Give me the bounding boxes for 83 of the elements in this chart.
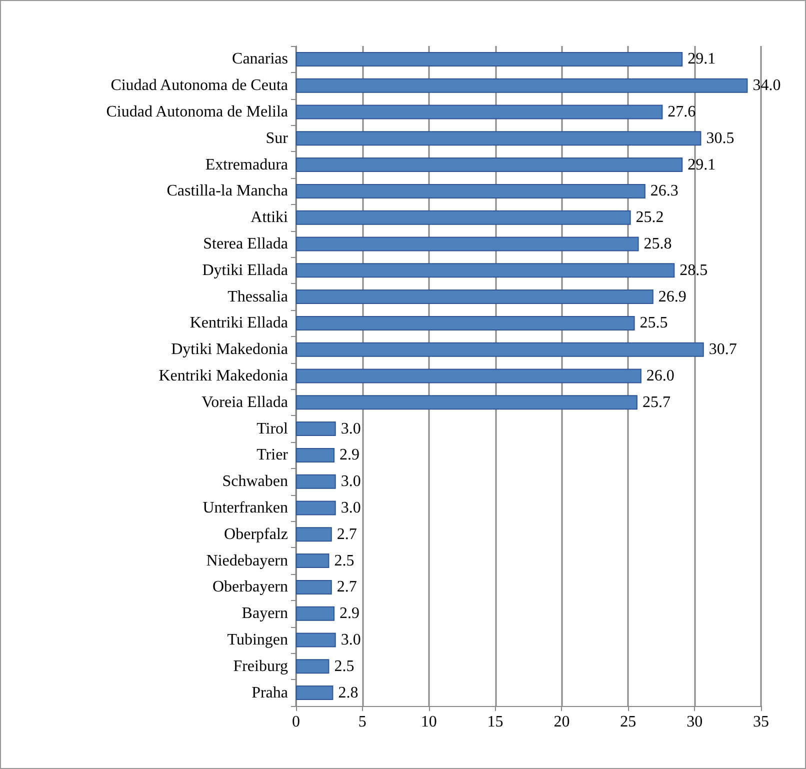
- y-tick-label: Niedebayern: [206, 552, 288, 570]
- y-tick-label: Unterfranken: [202, 500, 288, 516]
- bar: [296, 632, 336, 648]
- data-label: 25.7: [642, 394, 670, 411]
- data-label: 27.6: [668, 104, 696, 120]
- bar: [296, 342, 704, 357]
- bar: [296, 659, 330, 674]
- bar: [296, 52, 683, 66]
- data-label: 30.5: [706, 130, 734, 147]
- y-tick-label: Extremadura: [205, 156, 288, 174]
- bar: [296, 422, 336, 436]
- data-label: 30.7: [708, 341, 737, 358]
- y-tick-label: Praha: [252, 684, 288, 702]
- data-label: 2.8: [338, 684, 358, 702]
- y-tick-label: Oberbayern: [212, 578, 288, 596]
- bar: [296, 527, 332, 542]
- y-tick-label: Thessalia: [228, 288, 288, 306]
- data-label: 2.9: [340, 605, 360, 622]
- x-tick-label: 0: [292, 714, 300, 730]
- y-tick-label: Kentriki Ellada: [190, 314, 288, 332]
- bar: [296, 316, 635, 330]
- data-label: 3.0: [340, 500, 361, 516]
- x-tick-label: 5: [358, 714, 366, 730]
- data-label: 25.2: [636, 209, 664, 226]
- data-label: 2.5: [334, 658, 354, 675]
- y-tick-label: Attiki: [250, 209, 289, 226]
- bar: [296, 131, 702, 146]
- data-label: 2.9: [340, 446, 360, 464]
- y-tick-label: Oberpfalz: [224, 526, 288, 543]
- data-label: 2.7: [336, 578, 357, 596]
- data-label: 29.1: [688, 50, 716, 68]
- bar: [296, 554, 330, 568]
- data-label: 28.5: [680, 262, 708, 279]
- data-label: 26.3: [650, 182, 678, 200]
- bar: [296, 184, 646, 198]
- data-label: 3.0: [340, 473, 361, 490]
- x-tick-label: 15: [487, 714, 504, 730]
- y-tick-label: Tubingen: [227, 632, 288, 648]
- y-tick-label: Sur: [266, 130, 289, 147]
- data-label: 3.0: [340, 632, 361, 648]
- bar: [296, 158, 683, 172]
- bar: [296, 236, 639, 252]
- bar: [296, 368, 642, 384]
- data-label: 2.7: [336, 526, 357, 543]
- x-tick-label: 20: [554, 714, 570, 730]
- y-tick-label: Voreia Ellada: [202, 394, 288, 411]
- bar: [296, 606, 335, 621]
- bar: [296, 78, 748, 93]
- x-tick-label: 10: [420, 714, 437, 730]
- y-tick-label: Ciudad Autonoma de Melila: [106, 104, 288, 120]
- y-tick-label: Freiburg: [233, 658, 288, 675]
- data-label: 25.8: [644, 236, 672, 252]
- y-tick-label: Ciudad Autonoma de Ceuta: [110, 77, 288, 94]
- bar: [296, 686, 334, 700]
- data-label: 2.5: [334, 552, 354, 570]
- x-tick-label: 25: [620, 714, 636, 730]
- data-label: 34.0: [752, 77, 781, 94]
- bar: [296, 395, 638, 410]
- bar: [296, 448, 335, 462]
- data-label: 26.9: [658, 288, 686, 306]
- bar: [296, 500, 336, 516]
- bar: [296, 104, 663, 120]
- bar: [296, 210, 631, 225]
- bar: [296, 474, 336, 489]
- x-tick-label: 30: [686, 714, 703, 730]
- y-tick-label: Trier: [256, 446, 289, 464]
- data-label: 29.1: [688, 156, 716, 174]
- y-tick-label: Bayern: [242, 605, 288, 622]
- y-tick-label: Tirol: [256, 420, 289, 438]
- y-tick-label: Sterea Ellada: [203, 236, 288, 252]
- data-label: 3.0: [340, 420, 361, 438]
- y-tick-label: Kentriki Makedonia: [158, 368, 288, 384]
- bar: [296, 580, 332, 594]
- data-label: 26.0: [646, 368, 674, 384]
- y-tick-label: Dytiki Makedonia: [171, 341, 288, 358]
- x-tick-label: 35: [753, 714, 769, 730]
- y-tick-label: Castilla-la Mancha: [166, 182, 288, 200]
- y-tick-label: Canarias: [232, 50, 288, 68]
- y-tick-label: Schwaben: [222, 473, 288, 490]
- y-tick-label: Dytiki Ellada: [202, 262, 288, 279]
- bar: [296, 290, 654, 304]
- bar: [296, 263, 675, 278]
- data-label: 25.5: [640, 314, 668, 332]
